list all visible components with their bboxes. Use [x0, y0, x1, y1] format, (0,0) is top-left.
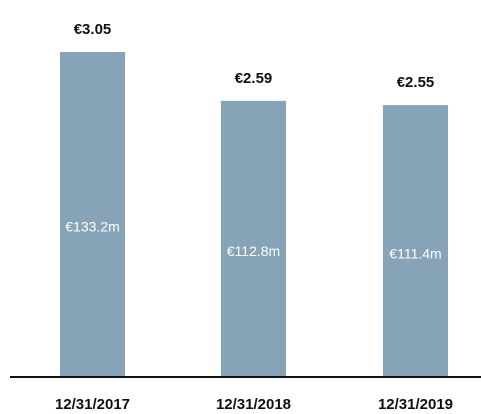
inner-value-label: €112.8m [227, 243, 280, 259]
x-tick-label: 12/31/2017 [55, 396, 130, 413]
value-label: €2.55 [397, 74, 435, 91]
x-tick-label: 12/31/2019 [378, 396, 453, 413]
inner-value-label: €133.2m [65, 219, 119, 235]
bar [383, 105, 448, 377]
inner-value-label: €111.4m [389, 245, 441, 261]
bar [60, 52, 125, 376]
bar [221, 100, 286, 376]
value-label: €2.59 [235, 70, 273, 87]
x-tick-label: 12/31/2018 [216, 396, 291, 413]
value-label: €3.05 [74, 21, 112, 38]
